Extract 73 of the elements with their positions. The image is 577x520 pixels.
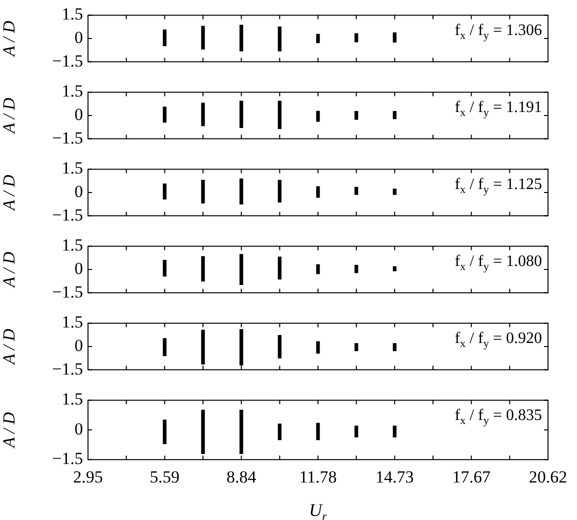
bar [278, 26, 282, 52]
bar [162, 106, 166, 123]
x-tick-label: 5.59 [150, 467, 180, 486]
y-tick-label: 0 [74, 419, 83, 438]
bar [201, 410, 205, 454]
bar [392, 188, 396, 195]
x-tick-label: 2.95 [73, 467, 103, 486]
bar [278, 256, 282, 280]
y-tick-label: 1.5 [62, 390, 83, 409]
bar [316, 264, 320, 274]
x-tick-label: 17.67 [452, 467, 491, 486]
bar [354, 186, 358, 195]
bar [240, 100, 244, 128]
y-axis-title: A / D [0, 96, 19, 134]
bar [278, 424, 282, 440]
x-tick-label: 8.84 [226, 467, 257, 486]
x-tick-label: 20.62 [528, 467, 568, 486]
y-tick-label: 0 [74, 104, 83, 124]
bar [392, 32, 396, 43]
y-axis-title: A / D [0, 250, 19, 288]
bar [354, 426, 358, 438]
bar [316, 110, 320, 122]
bar [240, 24, 244, 52]
bar [278, 334, 282, 358]
bar [278, 180, 282, 202]
y-axis-title: A / D [0, 328, 19, 366]
x-tick-label: 14.73 [376, 467, 414, 486]
bar [162, 260, 166, 277]
y-tick-label: −1.5 [52, 51, 83, 70]
bar [392, 110, 396, 120]
y-tick-label: 1.5 [62, 312, 83, 332]
bar [240, 254, 244, 286]
bar [316, 34, 320, 44]
x-tick-label: 11.78 [299, 467, 337, 486]
y-tick-label: 0 [74, 28, 83, 47]
y-tick-label: 0 [74, 182, 83, 201]
bar [201, 330, 205, 365]
y-tick-label: 1.5 [62, 236, 83, 255]
bar [240, 178, 244, 204]
y-tick-label: 1.5 [62, 4, 83, 24]
bar [392, 343, 396, 352]
y-tick-label: −1.5 [52, 205, 83, 224]
y-tick-label: −1.5 [52, 359, 83, 378]
y-tick-label: 0 [74, 258, 83, 278]
bar [354, 33, 358, 42]
bar [162, 338, 166, 356]
y-tick-label: 0 [74, 336, 83, 355]
y-tick-label: 1.5 [62, 158, 83, 178]
bar [162, 420, 166, 444]
bar [354, 110, 358, 120]
bar [392, 426, 396, 438]
y-axis-title: A / D [0, 174, 19, 212]
bar [201, 26, 205, 50]
y-axis-title: A / D [0, 411, 19, 449]
bar [316, 422, 320, 440]
y-tick-label: −1.5 [52, 282, 83, 302]
bar [316, 341, 320, 354]
bar [240, 410, 244, 454]
bar [392, 266, 396, 272]
bar [316, 186, 320, 198]
bar [201, 180, 205, 204]
bar [162, 29, 166, 46]
y-tick-label: 1.5 [62, 82, 83, 101]
bar [240, 329, 244, 366]
y-axis-title: A / D [0, 20, 19, 58]
bar [162, 183, 166, 200]
y-tick-label: −1.5 [52, 128, 83, 148]
bar [354, 343, 358, 352]
bar [201, 256, 205, 282]
y-tick-label: −1.5 [52, 449, 83, 468]
bar [278, 100, 282, 130]
bar [354, 264, 358, 274]
bar [201, 102, 205, 126]
